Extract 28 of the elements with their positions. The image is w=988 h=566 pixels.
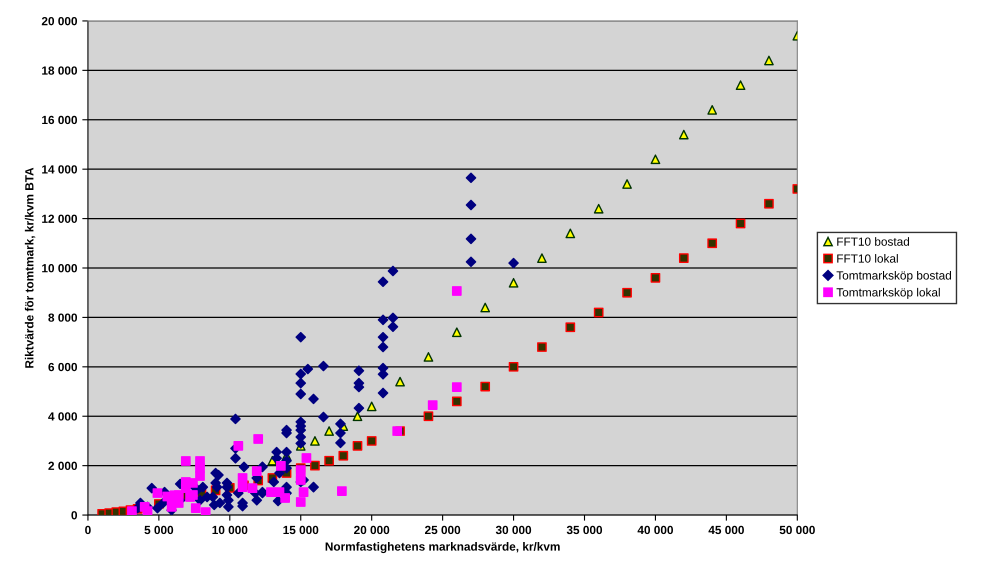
x-tick-label: 15 000 xyxy=(283,526,318,534)
y-tick-label: 10 000 xyxy=(42,264,78,272)
y-axis-title: Riktvärde för tomtmark, kr/kvm BTA xyxy=(24,168,36,368)
y-tick-label: 16 000 xyxy=(42,116,78,124)
x-tick-label: 35 000 xyxy=(566,526,602,534)
y-tick-label: 14 000 xyxy=(42,165,78,174)
y-tick-label: 4 000 xyxy=(48,412,78,421)
x-tick-label: 0 xyxy=(85,526,91,534)
y-tick-label: 18 000 xyxy=(42,66,78,75)
legend-label: Tomtmarksköp bostad xyxy=(836,270,952,282)
x-tick-label: 50 000 xyxy=(780,526,815,534)
x-tick-label: 5 000 xyxy=(144,526,174,534)
legend-label: Tomtmarksköp lokal xyxy=(836,288,940,299)
y-tick-label: 12 000 xyxy=(42,214,78,223)
x-tick-label: 20 000 xyxy=(354,526,390,534)
x-tick-label: 30 000 xyxy=(496,526,532,534)
x-tick-label: 10 000 xyxy=(212,526,248,534)
y-tick-label: 6 000 xyxy=(48,362,78,372)
legend-label: FFT10 lokal xyxy=(837,254,898,263)
y-tick-label: 20 000 xyxy=(42,16,78,26)
x-axis-title: Normfastighetens marknadsvärde, kr/kvm xyxy=(326,542,560,554)
x-tick-label: 45 000 xyxy=(708,526,744,534)
x-tick-label: 40 000 xyxy=(638,526,674,534)
legend-label: FFT10 bostad xyxy=(837,237,910,246)
y-tick-label: 2 000 xyxy=(48,462,78,470)
x-tick-label: 25 000 xyxy=(424,526,460,534)
y-tick-label: 8 000 xyxy=(48,313,78,322)
y-tick-label: 0 xyxy=(71,511,78,520)
